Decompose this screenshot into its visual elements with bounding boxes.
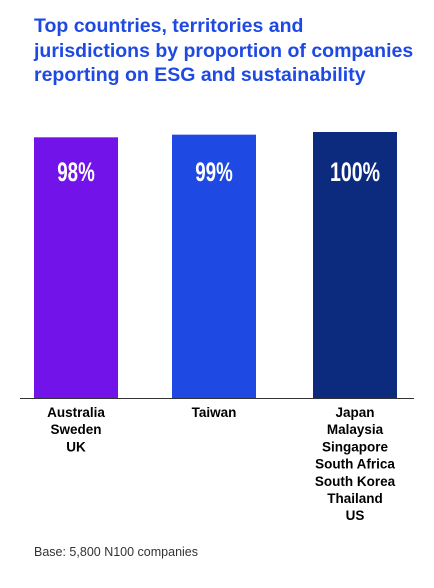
category-label: Japan (335, 405, 374, 420)
bar-value-label-1: 99% (195, 157, 233, 187)
bar-0 (34, 137, 118, 398)
bar-value-label-2: 100% (330, 157, 380, 187)
category-label: Singapore (322, 439, 389, 454)
category-label: US (346, 508, 365, 523)
category-label: UK (66, 439, 86, 454)
category-label: Taiwan (192, 405, 237, 420)
base-footnote: Base: 5,800 N100 companies (34, 545, 198, 559)
category-label: South Africa (315, 457, 395, 472)
category-label: Sweden (50, 422, 101, 437)
bar-2 (313, 132, 397, 398)
bar-1 (172, 134, 256, 398)
bar-value-label-0: 98% (57, 157, 95, 187)
category-label: Australia (47, 405, 105, 420)
category-label: South Korea (315, 474, 396, 489)
category-label: Thailand (327, 491, 383, 506)
category-label: Malaysia (327, 422, 384, 437)
chart-title: Top countries, territories and jurisdict… (34, 15, 414, 86)
